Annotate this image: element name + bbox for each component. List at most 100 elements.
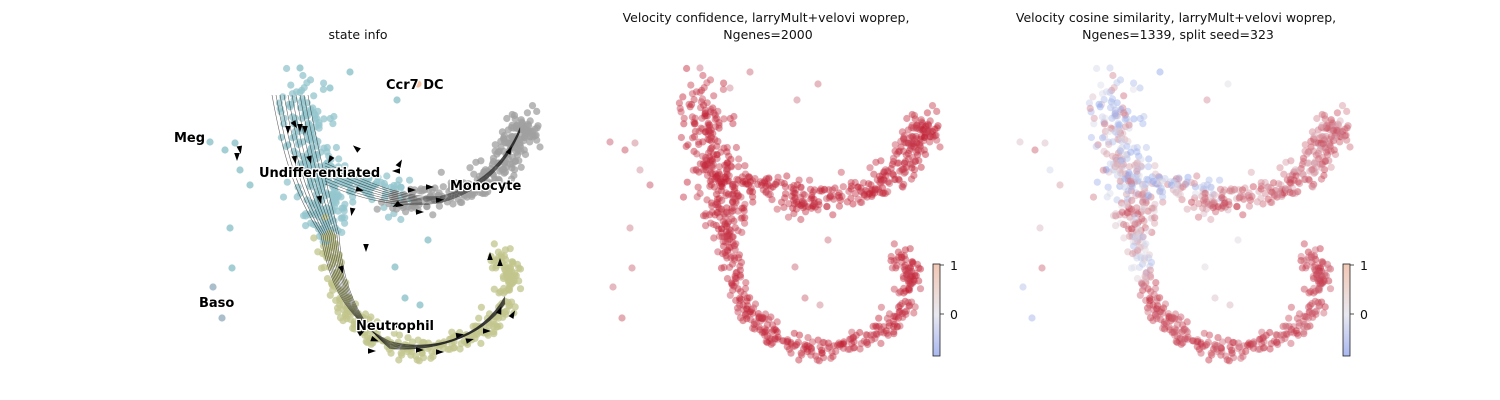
cell-point	[1219, 202, 1227, 210]
cell-point	[880, 329, 888, 337]
cell-point	[406, 176, 414, 184]
cell-point	[1287, 175, 1295, 183]
cell-point	[1308, 253, 1316, 262]
cell-point	[916, 135, 924, 143]
cell-point	[839, 183, 847, 191]
cell-point	[1192, 190, 1200, 198]
cell-point	[1246, 342, 1254, 350]
cell-point	[1278, 187, 1286, 195]
cell-point	[815, 201, 823, 209]
cell-point	[1343, 124, 1351, 132]
cell-point	[1144, 207, 1152, 215]
cell-point	[481, 166, 490, 174]
cell-point	[1160, 304, 1168, 312]
cell-point	[836, 341, 844, 349]
cell-point	[901, 261, 909, 269]
cell-point	[1142, 296, 1150, 304]
cell-point	[1125, 171, 1134, 179]
cell-point	[1298, 160, 1306, 168]
cell-point	[717, 205, 726, 213]
cell-point	[1210, 199, 1218, 207]
cell-point	[1104, 183, 1112, 191]
cell-point	[1257, 185, 1265, 193]
cell-point	[738, 228, 746, 236]
cell-point	[793, 341, 801, 349]
cell-point	[797, 201, 805, 209]
cell-point	[1100, 120, 1108, 128]
cell-point	[1098, 90, 1107, 98]
cell-point	[881, 166, 890, 174]
cell-point	[741, 178, 750, 186]
cell-point	[704, 119, 712, 127]
cell-point	[891, 147, 899, 155]
cell-point	[1117, 219, 1125, 227]
cell-point	[790, 181, 798, 190]
cell-point	[1031, 146, 1039, 154]
cell-point	[704, 121, 712, 129]
cell-point	[1143, 304, 1152, 312]
cell-point	[326, 84, 334, 92]
cell-point	[709, 129, 717, 138]
cell-point	[738, 179, 746, 187]
cell-point	[736, 266, 745, 274]
cell-point	[743, 294, 752, 302]
label-neutrophil: Neutrophil	[356, 319, 434, 334]
cell-point	[699, 160, 708, 168]
cell-point	[752, 320, 760, 328]
cell-point	[1207, 193, 1215, 201]
cell-point	[1123, 199, 1131, 207]
cell-point	[715, 171, 724, 179]
cell-point	[1319, 133, 1327, 141]
cell-point	[1276, 164, 1284, 172]
cell-point	[699, 152, 707, 160]
cell-point	[814, 336, 822, 344]
cell-point	[771, 334, 779, 342]
cell-point	[414, 80, 422, 88]
cell-point	[784, 336, 792, 344]
cell-point	[285, 100, 293, 108]
cell-point	[1218, 191, 1226, 199]
cell-point	[1257, 194, 1265, 202]
cell-point	[1310, 132, 1318, 140]
cell-point	[1299, 171, 1308, 179]
cell-point	[303, 79, 311, 87]
cell-point	[698, 125, 706, 133]
cell-point	[1140, 112, 1148, 121]
cell-point	[1130, 79, 1138, 87]
cell-point	[715, 163, 724, 171]
cell-point	[885, 179, 894, 188]
cell-point	[773, 178, 781, 186]
cell-point	[1171, 310, 1180, 318]
cell-point	[1217, 195, 1225, 203]
cell-point	[1179, 183, 1187, 191]
cell-point	[1130, 115, 1138, 123]
cell-point	[890, 240, 898, 248]
cell-point	[713, 195, 722, 203]
cell-point	[1325, 277, 1333, 285]
cell-point	[1231, 185, 1239, 193]
cell-point	[920, 146, 928, 154]
cell-point	[1320, 276, 1328, 284]
cell-point	[755, 312, 763, 320]
cell-point	[765, 175, 773, 183]
cell-point	[852, 331, 860, 339]
cell-point	[1312, 270, 1320, 279]
cell-point	[1132, 189, 1140, 197]
cell-point	[1169, 314, 1177, 322]
cell-point	[1118, 155, 1126, 163]
cell-point	[476, 188, 484, 196]
cell-point	[419, 354, 428, 362]
cell-point	[870, 170, 878, 178]
velocity-arrow	[290, 120, 297, 129]
cell-point	[1201, 189, 1209, 197]
cell-point	[315, 163, 323, 171]
cell-point	[727, 227, 735, 235]
colorbar-3-tick-1: 1	[1360, 258, 1368, 273]
cell-point	[897, 137, 905, 145]
cell-point	[816, 187, 824, 195]
cell-point	[1197, 183, 1205, 191]
cell-point	[1305, 253, 1313, 261]
cell-point	[908, 121, 916, 129]
cell-point	[728, 280, 736, 288]
